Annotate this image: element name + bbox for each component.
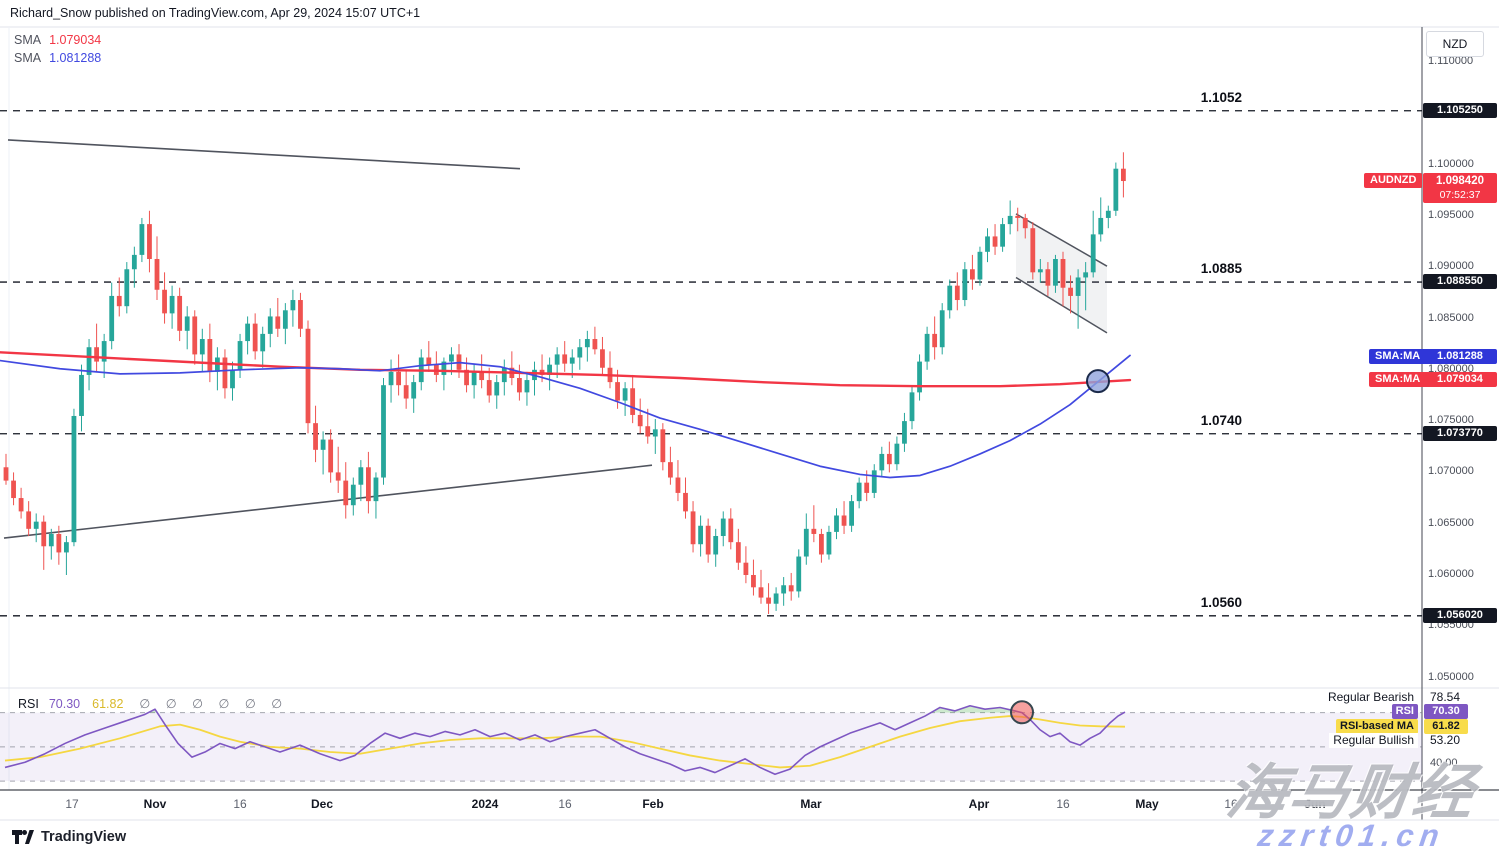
sma-slow-tag: SMA:MA xyxy=(1369,371,1427,387)
axis-level-label-low1: 1.073770 xyxy=(1423,425,1497,441)
price-axis-tick: 1.060000 xyxy=(1428,568,1474,580)
sma-slow-value: 1.079034 xyxy=(49,33,102,47)
key-level-label: 1.0740 xyxy=(1200,412,1242,428)
sma-fast-value: 1.081288 xyxy=(49,51,102,65)
sma-slow-label: SMA xyxy=(14,33,42,47)
price-axis-tick: 1.050000 xyxy=(1428,670,1474,683)
time-axis-label: 16 xyxy=(233,797,247,811)
time-axis-label: 16 xyxy=(1224,797,1238,811)
rsi-legend-value: 70.30 xyxy=(48,697,81,711)
tradingview-brand-text: TradingView xyxy=(41,829,127,845)
sma-fast-tag: SMA:MA xyxy=(1369,348,1427,364)
rsi-legend-title: RSI xyxy=(18,697,39,711)
rsi-axis-tick: 40.00 xyxy=(1430,756,1458,769)
sma-slow-axis-value: 1.079034 xyxy=(1423,371,1497,387)
rsi-ma-legend-value: 61.82 xyxy=(92,697,124,711)
rsi-legend[interactable]: RSI 70.30 61.82 ∅ ∅ ∅ ∅ ∅ ∅ xyxy=(18,696,288,711)
price-axis-tick: 1.110000 xyxy=(1428,55,1474,67)
axis-level-label-upper: 1.105250 xyxy=(1423,102,1497,118)
time-axis-label: May xyxy=(1135,797,1159,811)
watermark-url: zzrt01.cn xyxy=(1255,818,1448,853)
time-axis-label: Dec xyxy=(310,797,334,811)
regular-bearish-value: 78.54 xyxy=(1430,690,1461,704)
axis-level-label-mid: 1.088550 xyxy=(1423,274,1497,290)
time-axis-label: Mar xyxy=(800,797,822,811)
key-level-label: 1.0560 xyxy=(1200,594,1242,610)
rsi-ma-axis-value: 61.82 xyxy=(1424,718,1468,734)
time-axis-label: Apr xyxy=(968,797,990,811)
rsi-divergence-toggles: ∅ ∅ ∅ ∅ ∅ ∅ xyxy=(139,697,289,711)
time-axis-label: Nov xyxy=(143,797,167,811)
price-axis-tick: 1.065000 xyxy=(1428,516,1474,529)
time-axis-label: 16 xyxy=(1056,797,1070,811)
time-axis-label: Jun xyxy=(1304,797,1326,811)
time-axis-label: 16 xyxy=(558,797,572,811)
rsi-ma-tag: RSI-based MA xyxy=(1336,718,1418,734)
bar-countdown: 07:52:37 xyxy=(1439,188,1481,201)
sma-fast-axis-value: 1.081288 xyxy=(1423,348,1497,364)
time-axis-label: 17 xyxy=(65,797,79,811)
tradingview-logo-icon xyxy=(12,830,34,844)
rsi-axis-value: 70.30 xyxy=(1424,704,1468,720)
regular-bullish-label: Regular Bullish xyxy=(1329,733,1418,749)
indicator-legend-sma-fast[interactable]: SMA 1.081288 xyxy=(14,51,101,65)
regular-bearish-label: Regular Bearish xyxy=(1323,690,1418,705)
axis-level-label-low2: 1.056020 xyxy=(1423,607,1497,623)
regular-bullish-value: 53.20 xyxy=(1430,733,1461,748)
price-axis-tick: 1.070000 xyxy=(1428,465,1474,478)
last-price-label: 1.098420 07:52:37 xyxy=(1423,172,1497,203)
time-axis-label: Feb xyxy=(642,797,664,811)
indicator-legend-sma-slow[interactable]: SMA 1.079034 xyxy=(14,33,101,47)
price-axis-tick: 1.090000 xyxy=(1428,260,1474,273)
sma-fast-label: SMA xyxy=(14,51,42,65)
currency-toggle-button[interactable]: NZD xyxy=(1426,31,1484,57)
tradingview-brand-link[interactable]: TradingView xyxy=(12,829,126,845)
last-price-value: 1.098420 xyxy=(1436,174,1484,187)
key-level-label: 1.0885 xyxy=(1200,261,1242,277)
page-title: Richard_Snow published on TradingView.co… xyxy=(10,6,421,20)
price-axis-tick: 1.075000 xyxy=(1428,414,1474,427)
price-axis-tick: 1.095000 xyxy=(1428,208,1474,221)
price-axis-tick: 1.085000 xyxy=(1428,311,1474,324)
price-axis-tick: 1.100000 xyxy=(1428,157,1474,170)
key-level-label: 1.1052 xyxy=(1200,89,1242,105)
time-axis-label: 2024 xyxy=(471,797,499,811)
symbol-tag: AUDNZD xyxy=(1364,172,1423,188)
rsi-tag: RSI xyxy=(1391,704,1418,720)
